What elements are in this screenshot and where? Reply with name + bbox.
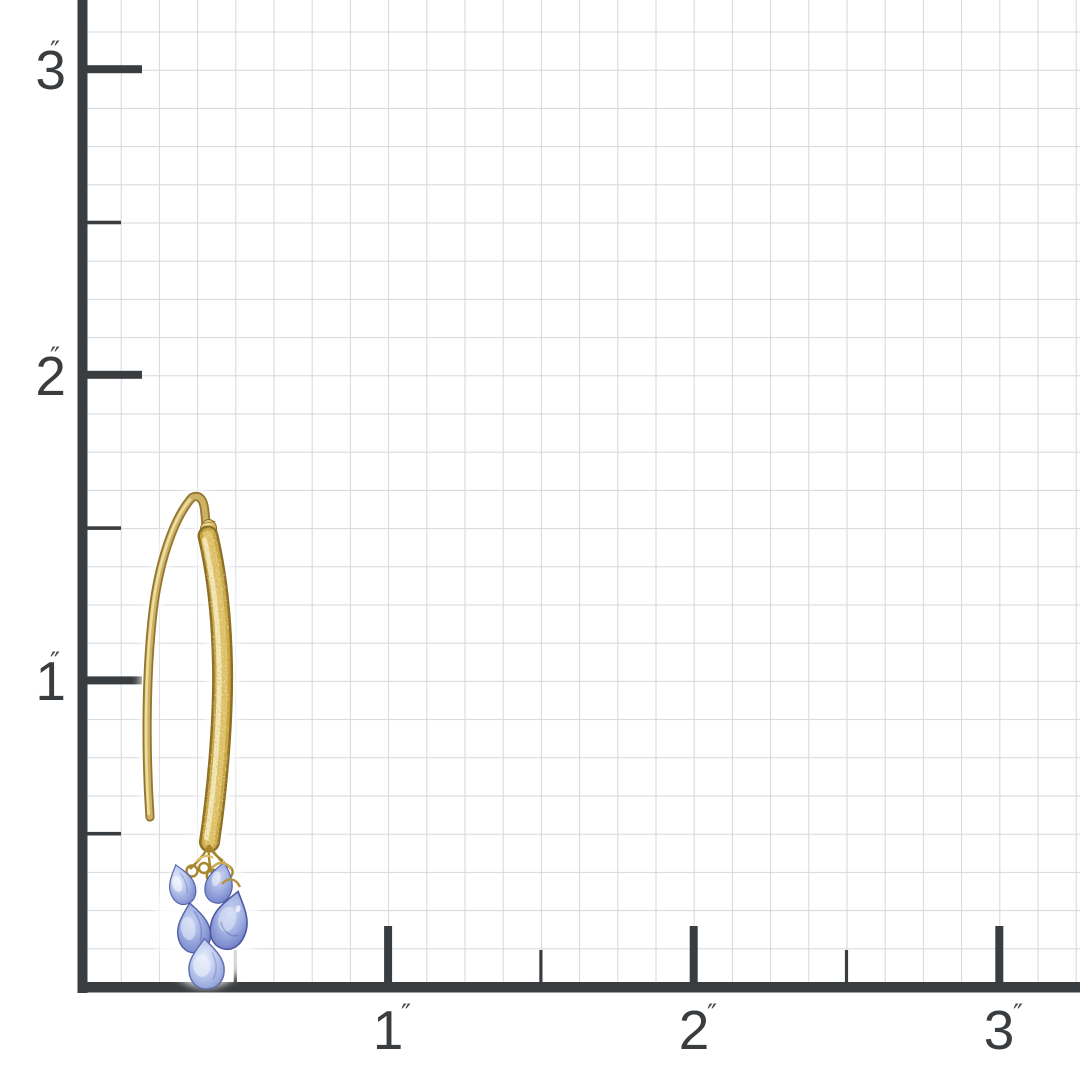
- x-tick-major-2: [689, 926, 698, 982]
- earring-photo: [146, 496, 257, 991]
- jump-ring-front: [221, 878, 242, 888]
- textured-bar: [205, 536, 223, 842]
- y-tick-major-1: [82, 676, 142, 685]
- gem-briolette-2: [201, 858, 239, 907]
- jump-ring-front: [211, 861, 233, 870]
- jump-ring-highlight: [195, 854, 214, 863]
- y-axis-label-1: 1: [35, 650, 66, 712]
- cluster-wire: [207, 844, 224, 862]
- y-axis-label-3: 3: [35, 39, 66, 101]
- gem-cluster: [162, 858, 257, 991]
- y-axis-unit-2: ″: [50, 342, 60, 373]
- x-tick-major-3: [995, 926, 1004, 982]
- x-tick-minor-2p5: [844, 950, 849, 982]
- x-axis-unit-1: ″: [401, 999, 411, 1030]
- x-axis-label-1: 1: [373, 999, 404, 1061]
- jump-ring: [185, 864, 199, 878]
- x-axis-label-2: 2: [679, 999, 710, 1061]
- jump-ring: [197, 861, 211, 875]
- gem-briolette-1: [162, 860, 200, 909]
- y-axis-line: [77, 0, 88, 993]
- x-tick-minor-1p5: [539, 950, 543, 982]
- y-tick-minor-1p5: [82, 526, 121, 530]
- x-tick-major-1: [384, 926, 393, 982]
- ruler-axes: [77, 0, 1080, 993]
- y-axis-label-2: 2: [35, 345, 66, 407]
- y-tick-major-3: [82, 65, 142, 74]
- y-axis-unit-3: ″: [50, 36, 60, 67]
- ear-wire-highlight: [144, 498, 192, 816]
- gem-briolette-4: [204, 885, 257, 955]
- gem-briolette-5: [186, 936, 227, 991]
- y-tick-major-2: [82, 370, 142, 379]
- ear-wire: [146, 496, 206, 817]
- cluster-wire: [207, 844, 214, 875]
- gem-briolette-3: [172, 899, 214, 956]
- y-tick-minor-0p5: [82, 831, 121, 836]
- ruler-labels: 3 ″ 2 ″ 1 ″ 1 ″ 2 ″ 3 ″: [35, 36, 1023, 1061]
- x-axis-line: [77, 982, 1080, 993]
- measurement-grid: [82, 0, 1080, 983]
- y-axis-unit-1: ″: [50, 647, 60, 678]
- y-tick-minor-2p5: [82, 220, 121, 225]
- x-axis-unit-2: ″: [707, 999, 717, 1030]
- x-axis-label-3: 3: [984, 999, 1015, 1061]
- x-axis-unit-3: ″: [1013, 999, 1023, 1030]
